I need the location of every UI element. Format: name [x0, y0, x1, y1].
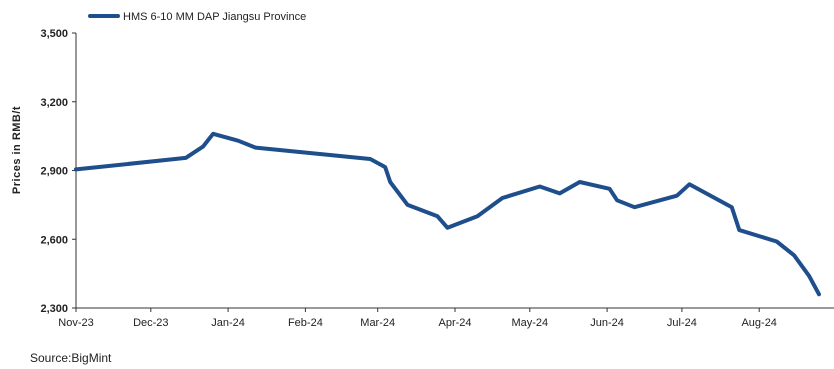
y-tick-label: 2,600 [40, 234, 68, 246]
source-note: Source:BigMint [30, 351, 112, 365]
x-tick-label: May-24 [511, 317, 548, 329]
series-line [74, 131, 821, 297]
x-tick-label: Feb-24 [288, 317, 323, 329]
y-tick-label: 3,200 [40, 97, 68, 109]
x-tick-label: Jul-24 [667, 317, 697, 329]
y-tick-label: 3,500 [40, 28, 68, 40]
x-tick-label: Nov-23 [58, 317, 93, 329]
legend-label: HMS 6-10 MM DAP Jiangsu Province [123, 11, 306, 23]
x-tick-label: Mar-24 [360, 317, 395, 329]
y-tick-label: 2,300 [40, 303, 68, 315]
x-tick-label: Apr-24 [438, 317, 471, 329]
y-ticks: 2,300 2,600 2,900 3,200 3,500 [40, 28, 76, 315]
legend: HMS 6-10 MM DAP Jiangsu Province [88, 11, 306, 23]
x-tick-label: Jan-24 [211, 317, 245, 329]
x-tick-label: Dec-23 [133, 317, 168, 329]
y-axis-label: Prices in RMB/t [11, 106, 23, 194]
x-ticks: Nov-23 Dec-23 Jan-24 Feb-24 Mar-24 Apr-24 May-… [58, 308, 777, 329]
x-tick-label: Jun-24 [590, 317, 624, 329]
x-tick-label: Aug-24 [741, 317, 776, 329]
y-tick-label: 2,900 [40, 166, 68, 178]
